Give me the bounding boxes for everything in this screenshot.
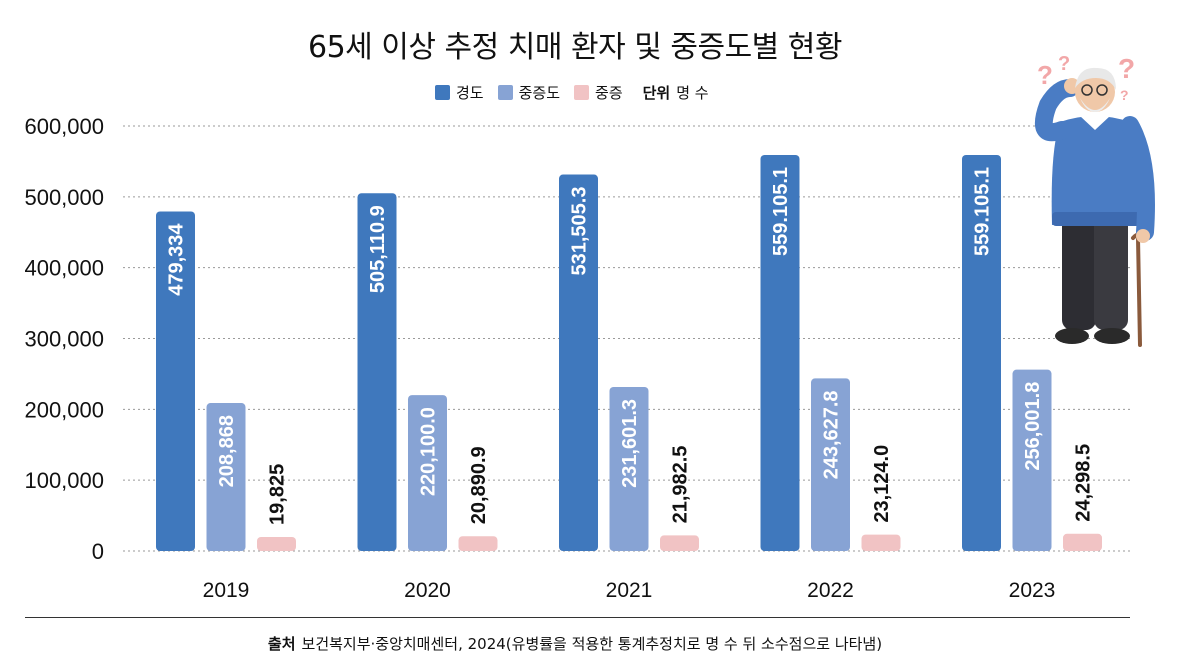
right-shoe: [1094, 328, 1130, 344]
data-label-mild-2022: 559.105.1: [770, 167, 792, 256]
hair: [1075, 67, 1116, 90]
bar-severe-2022: [861, 534, 901, 551]
data-label-moderate-2023: 256,001.8: [1022, 382, 1044, 471]
y-tick-label: 0: [92, 539, 104, 564]
legend-label-severe: 중증: [595, 83, 623, 102]
x-tick-label: 2019: [203, 579, 250, 602]
right-arm: [1121, 116, 1155, 241]
legend-item-moderate: 중증도: [497, 82, 561, 103]
bar-mild-2023: [962, 154, 1001, 551]
data-label-moderate-2020: 220,100.0: [418, 407, 440, 496]
legend-label-moderate: 중증도: [518, 83, 561, 102]
y-tick-label: 300,000: [24, 327, 104, 352]
y-tick-label: 200,000: [24, 397, 104, 422]
source-label: 출처: [267, 635, 296, 653]
left-leg: [1062, 210, 1096, 330]
bar-moderate-2019: [206, 403, 246, 551]
x-tick-label: 2021: [606, 579, 653, 602]
glasses-right: [1096, 84, 1108, 96]
data-label-severe-2020: 20,890.9: [468, 446, 490, 524]
cane: [1136, 236, 1142, 347]
x-tick-label: 2023: [1009, 579, 1056, 602]
x-tick-label: 2022: [807, 579, 854, 602]
bar-mild-2021: [559, 174, 598, 551]
legend-label-mild: 경도: [456, 83, 484, 102]
legend: 경도 중증도 중증 단위 명 수: [435, 80, 709, 104]
sweater: [1051, 116, 1150, 225]
unit-value: 명 수: [676, 83, 709, 102]
y-tick-label: 500,000: [24, 185, 104, 210]
beard: [1080, 98, 1110, 112]
data-label-mild-2020: 505,110.9: [367, 205, 389, 293]
legend-swatch-moderate: [497, 84, 513, 100]
sweater-hem: [1052, 212, 1150, 226]
left-arm: [1034, 79, 1079, 142]
legend-swatch-mild: [435, 84, 450, 100]
data-label-severe-2022: 23,124.0: [871, 445, 893, 523]
bar-severe-2019: [257, 536, 296, 551]
data-label-mild-2023: 559.105.1: [972, 167, 994, 256]
glasses-left: [1081, 84, 1093, 96]
question-mark-1: ?: [1037, 60, 1053, 90]
bars: [156, 154, 1102, 552]
x-tick-label: 2020: [404, 579, 451, 602]
question-mark-2: ?: [1058, 53, 1070, 75]
head: [1075, 72, 1115, 112]
confused-elderly-man-illustration: ? ? ? ?: [1034, 53, 1155, 347]
y-tick-label: 100,000: [24, 468, 104, 493]
data-label-severe-2023: 24,298.5: [1073, 444, 1095, 522]
y-axis-tick-labels: 0 100,000 200,000 300,000 400,000 500,000 600,…: [24, 114, 104, 564]
data-label-mild-2019: 479,334: [166, 223, 188, 296]
x-axis-tick-labels: 2019 2020 2021 2022 2023: [203, 579, 1056, 602]
question-mark-4: ?: [1120, 87, 1129, 103]
bar-mild-2019: [156, 211, 195, 552]
question-mark-3: ?: [1118, 53, 1135, 84]
bar-mild-2022: [760, 154, 800, 551]
y-tick-label: 600,000: [24, 114, 104, 139]
unit-label: 단위: [642, 83, 671, 102]
source-note: 출처 보건복지부·중앙치매센터, 2024(유병률을 적용한 통계추정치로 명 수…: [0, 633, 1150, 654]
data-labels: 479,334 208,868 19,825 505,110.9 220,100.0 20…: [166, 167, 1095, 525]
source-text: 보건복지부·중앙치매센터, 2024(유병률을 적용한 통계추정치로 명 수 뒤…: [301, 635, 883, 653]
bar-severe-2020: [458, 536, 498, 551]
bar-moderate-2022: [811, 378, 850, 551]
data-label-moderate-2021: 231,601.3: [619, 399, 641, 488]
data-label-severe-2021: 21,982.5: [670, 446, 692, 524]
legend-item-severe: 중증: [574, 82, 623, 103]
left-shoe: [1055, 328, 1089, 344]
data-label-mild-2021: 531,505.3: [569, 187, 591, 276]
legend-item-mild: 경도: [435, 82, 484, 103]
data-label-moderate-2019: 208,868: [216, 415, 238, 487]
bar-moderate-2023: [1012, 369, 1052, 551]
right-leg: [1094, 210, 1128, 330]
bar-moderate-2021: [609, 386, 649, 551]
legend-swatch-severe: [574, 84, 590, 100]
bar-severe-2023: [1063, 533, 1102, 551]
chart-title: 65세 이상 추정 치매 환자 및 중증도별 현황: [307, 30, 843, 65]
data-label-moderate-2022: 243,627.8: [821, 390, 843, 479]
bar-moderate-2020: [408, 395, 447, 551]
bar-severe-2021: [660, 535, 699, 551]
collar: [1080, 116, 1110, 130]
right-hand: [1136, 229, 1150, 243]
data-label-severe-2019: 19,825: [267, 464, 289, 525]
bar-mild-2020: [357, 193, 397, 551]
source-divider: [25, 617, 1130, 618]
y-tick-label: 400,000: [24, 256, 104, 281]
unit-note: 단위 명 수: [643, 82, 709, 103]
